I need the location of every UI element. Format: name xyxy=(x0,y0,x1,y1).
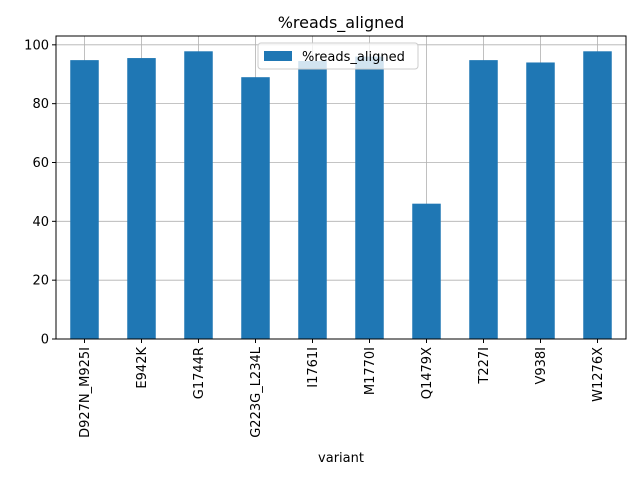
bar-T227I xyxy=(469,60,498,340)
bars xyxy=(70,51,612,340)
x-axis-title: variant xyxy=(318,451,364,466)
x-tick-label: D927N_M925I xyxy=(78,347,93,438)
bar-V938I xyxy=(526,62,555,339)
bar-Q1479X xyxy=(412,203,441,339)
bar-G1744R xyxy=(184,51,213,339)
axes: 0 20 40 60 80 100 D927N_M925I E942K G1744R G223G_… xyxy=(24,38,606,438)
x-tick-label: G223G_L234L xyxy=(249,346,264,438)
bar-M1770I xyxy=(355,56,384,340)
y-tick-label: 80 xyxy=(32,97,49,112)
x-tick-label: V938I xyxy=(534,347,549,385)
legend-swatch xyxy=(264,51,292,61)
bar-W1276X xyxy=(583,51,612,339)
x-tick-label: Q1479X xyxy=(420,347,435,399)
bar-I1761I xyxy=(298,61,327,340)
chart-title: %reads_aligned xyxy=(278,13,405,33)
x-tick-label: I1761I xyxy=(306,347,321,388)
y-tick-label: 60 xyxy=(32,156,49,171)
y-tick-label: 100 xyxy=(24,38,49,53)
bar-E942K xyxy=(127,58,156,339)
x-tick-label: G1744R xyxy=(192,347,207,399)
y-tick-label: 0 xyxy=(41,333,49,348)
x-tick-label: W1276X xyxy=(591,347,606,402)
bar-G223G_L234L xyxy=(241,77,270,340)
legend-box xyxy=(257,42,419,70)
y-tick-label: 20 xyxy=(32,274,49,289)
plot-frame xyxy=(55,35,627,340)
x-tick-label: M1770I xyxy=(363,347,378,395)
x-tick-label: E942K xyxy=(135,347,150,389)
legend: %reads_aligned xyxy=(257,42,419,70)
y-tick-label: 40 xyxy=(32,215,49,230)
legend-label: %reads_aligned xyxy=(302,50,405,65)
bar-D927N_M925I xyxy=(70,60,99,340)
x-tick-label: T227I xyxy=(477,347,492,385)
